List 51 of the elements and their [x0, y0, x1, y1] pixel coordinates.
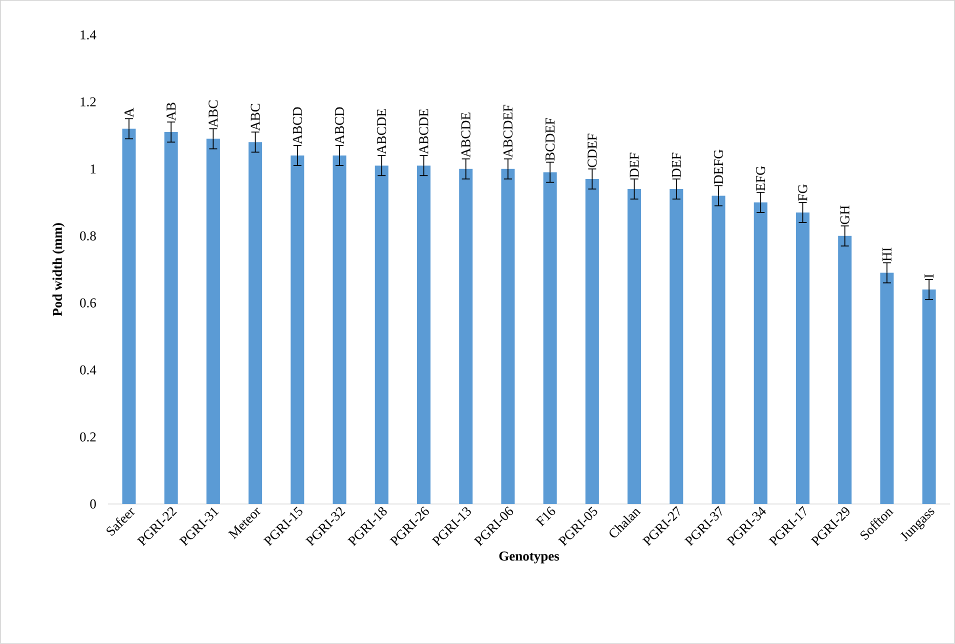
bar: [206, 138, 220, 504]
data-label: ABC: [250, 104, 260, 131]
data-label: FG: [798, 184, 808, 201]
y-tick-label: 1: [90, 164, 96, 174]
y-tick-label: 0.2: [80, 432, 96, 442]
y-tick-label: 0.4: [80, 365, 96, 375]
bar: [459, 168, 473, 504]
data-label: CDEF: [588, 134, 597, 168]
bar: [922, 290, 936, 504]
bar: [164, 132, 178, 504]
bar: [585, 179, 599, 504]
data-label: ABCD: [334, 107, 344, 144]
y-tick-label: 0: [90, 499, 96, 509]
bar: [543, 172, 557, 504]
bar: [332, 156, 346, 504]
bar: [754, 202, 768, 504]
data-label: I: [924, 274, 934, 278]
data-label: ABCDE: [419, 109, 428, 154]
bar: [796, 212, 810, 504]
bar: [670, 189, 684, 504]
bar: [838, 236, 852, 504]
data-label: ABCDEF: [503, 104, 512, 158]
bar: [417, 166, 430, 504]
data-label: ABC: [208, 100, 218, 128]
data-label: BCDEF: [546, 118, 555, 161]
data-label: GH: [840, 206, 850, 224]
bar: [880, 272, 894, 504]
data-label: DEFG: [714, 150, 724, 184]
data-label: DEF: [672, 152, 681, 178]
data-label: EFG: [756, 166, 766, 191]
data-label: DEF: [630, 152, 639, 178]
data-label: ABCD: [292, 107, 302, 144]
y-tick-label: 1.4: [80, 30, 96, 40]
bar: [374, 166, 388, 504]
data-label: AB: [166, 102, 176, 121]
y-tick-label: 0.8: [80, 231, 96, 241]
data-label: ABCDE: [461, 112, 470, 158]
x-tick-label: F16: [536, 506, 556, 527]
data-label: A: [124, 108, 134, 118]
data-label: HI: [882, 248, 892, 262]
y-tick-label: 1.2: [80, 97, 96, 106]
data-label: ABCDE: [377, 109, 386, 154]
bar: [628, 189, 642, 504]
bar: [501, 168, 515, 504]
bar: [248, 142, 262, 504]
x-axis-title: Genotypes: [499, 552, 560, 564]
y-tick-label: 0.6: [80, 298, 96, 308]
bar: [712, 196, 726, 504]
bar: [290, 156, 304, 504]
y-axis-title: Pod width (mm): [52, 223, 65, 316]
bar: [122, 128, 136, 504]
